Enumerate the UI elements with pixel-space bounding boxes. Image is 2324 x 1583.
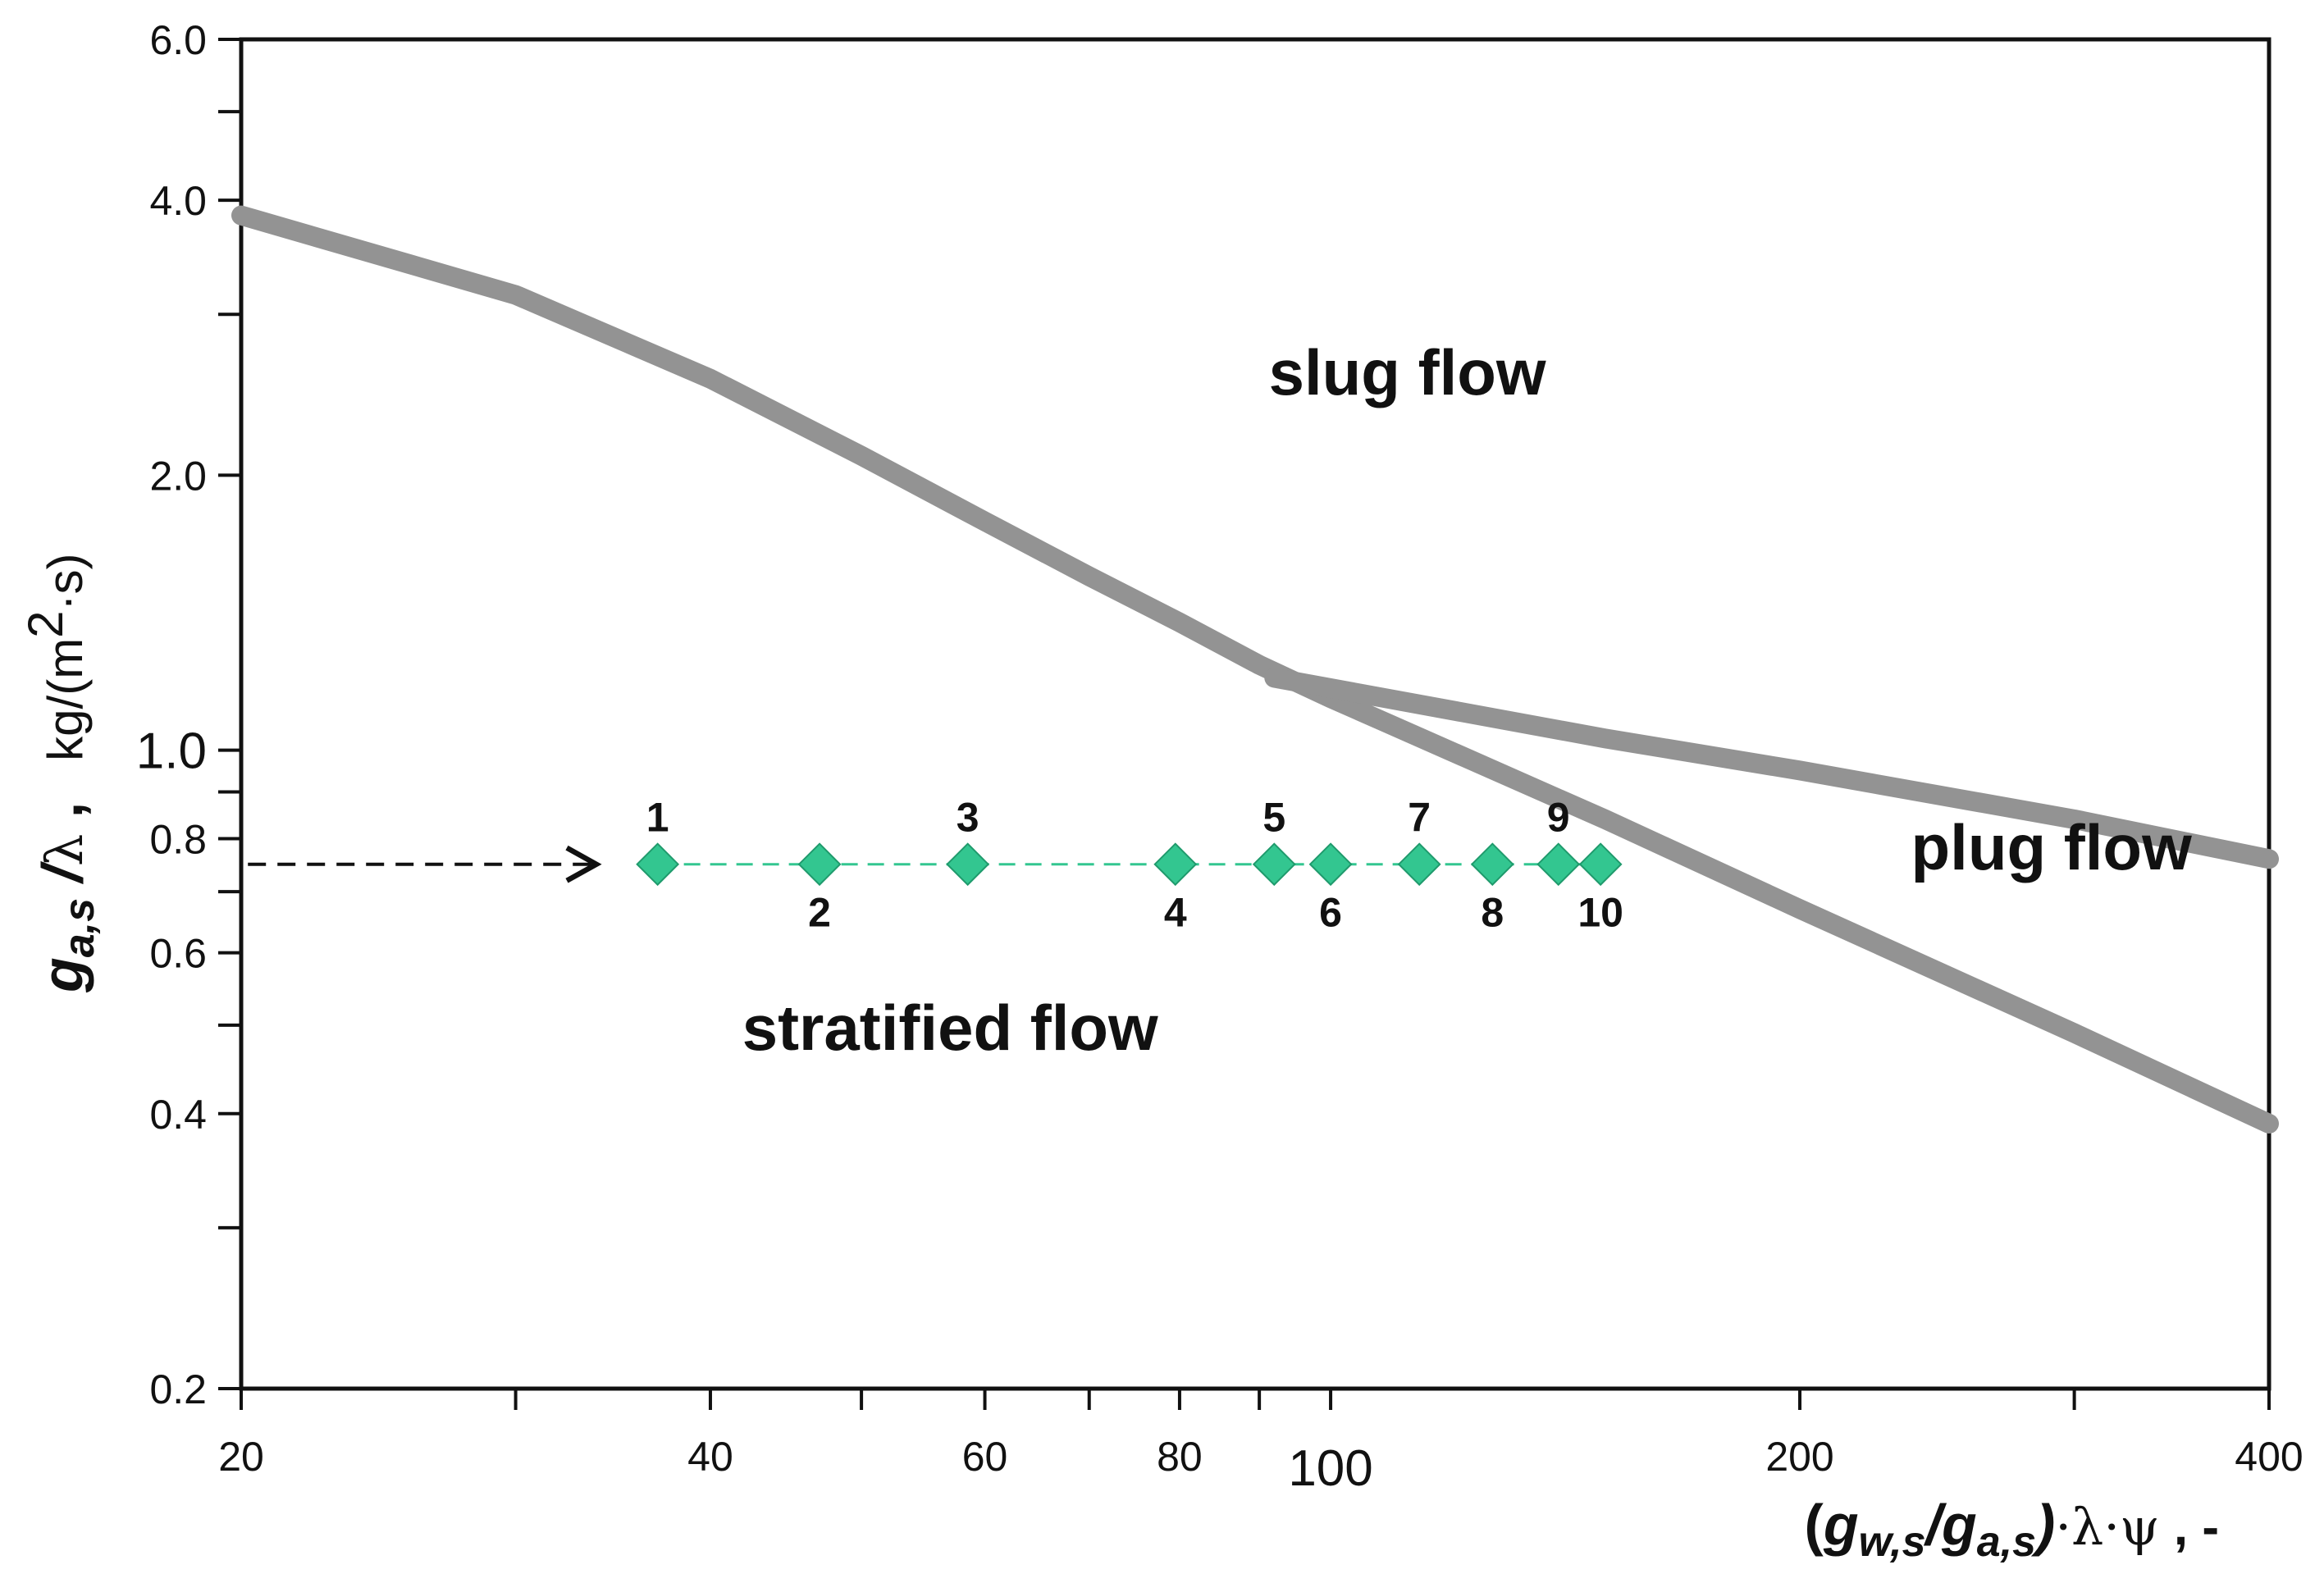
data-point-marker	[946, 842, 990, 887]
stratified-slug-boundary-line	[231, 205, 2279, 1134]
data-point-marker	[797, 842, 842, 887]
y-tick-label: 4.0	[149, 178, 207, 224]
y-tick-label: 6.0	[149, 17, 207, 63]
x-tick-label: 80	[1157, 1434, 1203, 1480]
x-tick-label: 100	[1288, 1440, 1372, 1497]
x-axis-title-open: (	[1805, 1493, 1824, 1557]
data-point-label: 5	[1262, 795, 1285, 841]
y-tick-label: 0.2	[149, 1366, 207, 1412]
y-axis-unit-pre: kg/(m	[38, 638, 93, 761]
y-axis-title-comma: ,	[30, 802, 94, 834]
region-label: plug flow	[1911, 811, 2193, 883]
region-label: stratified flow	[742, 992, 1158, 1064]
x-tick-label: 40	[687, 1434, 733, 1480]
y-axis-title-greek: λ	[34, 834, 94, 866]
data-point-label: 3	[957, 795, 979, 841]
data-point-marker	[1470, 842, 1514, 887]
x-axis-title-sub1: w,s	[1859, 1518, 1926, 1566]
x-axis-title-g2: g	[1941, 1493, 1977, 1557]
x-axis-title-sub2: a,s	[1977, 1518, 2036, 1566]
regime-labels: slug flow plug flow stratified flow	[742, 336, 2192, 1064]
data-point-marker	[1397, 842, 1441, 887]
data-point-label: 4	[1164, 890, 1187, 936]
y-tick-label: 1.0	[136, 723, 207, 780]
y-axis-title-g: g	[30, 957, 94, 993]
x-axis-title-greek: ·λ·ψ	[2055, 1497, 2159, 1557]
operating-points: 1 2 3 4 5 6 7 8 9 10	[636, 795, 1623, 936]
y-axis-unit-post: ·s)	[38, 553, 93, 610]
data-point-marker	[636, 842, 680, 887]
x-tick-label: 20	[218, 1434, 264, 1480]
y-tick-label: 0.6	[149, 931, 207, 977]
data-point-label: 10	[1577, 890, 1623, 936]
x-axis-title-g1: g	[1823, 1493, 1859, 1557]
y-axis: 0.2 0.4 0.6 0.8 1.0 2.0 4.0 6.0	[136, 17, 241, 1412]
x-tick-label: 200	[1765, 1434, 1833, 1480]
data-point-marker	[1536, 842, 1581, 887]
y-axis-title-sub: a,s	[56, 898, 103, 957]
region-label: slug flow	[1269, 336, 1546, 408]
data-point-label: 2	[808, 890, 831, 936]
slug-plug-boundary-line	[1264, 668, 2279, 869]
x-tick-label: 400	[2235, 1434, 2303, 1480]
x-axis: 20 40 60 80 100 200 400	[218, 1389, 2303, 1497]
data-point-label: 7	[1408, 795, 1431, 841]
data-point-marker	[1153, 842, 1198, 887]
y-axis-title: ga,s /λ , kg/(m2·s)	[18, 553, 103, 993]
x-axis-title: (gw,s/ga,s)·λ·ψ , -	[1805, 1493, 2219, 1566]
y-tick-label: 2.0	[149, 453, 207, 499]
data-point-label: 9	[1547, 795, 1570, 841]
data-point-marker	[1308, 842, 1353, 887]
data-point-label: 8	[1481, 890, 1504, 936]
y-tick-label: 0.8	[149, 817, 207, 863]
data-point-label: 1	[646, 795, 669, 841]
x-axis-title-suffix: , -	[2160, 1499, 2219, 1556]
plot-frame	[239, 37, 2271, 1391]
y-axis-unit-sup: 2	[18, 610, 73, 637]
data-point-marker	[1578, 842, 1623, 887]
y-axis-title-slash: /	[30, 860, 94, 897]
data-point-label: 6	[1319, 890, 1342, 936]
data-point-marker	[1252, 842, 1296, 887]
y-tick-label: 0.4	[149, 1092, 207, 1138]
x-tick-label: 60	[962, 1434, 1008, 1480]
regime-boundaries	[231, 205, 2279, 1134]
